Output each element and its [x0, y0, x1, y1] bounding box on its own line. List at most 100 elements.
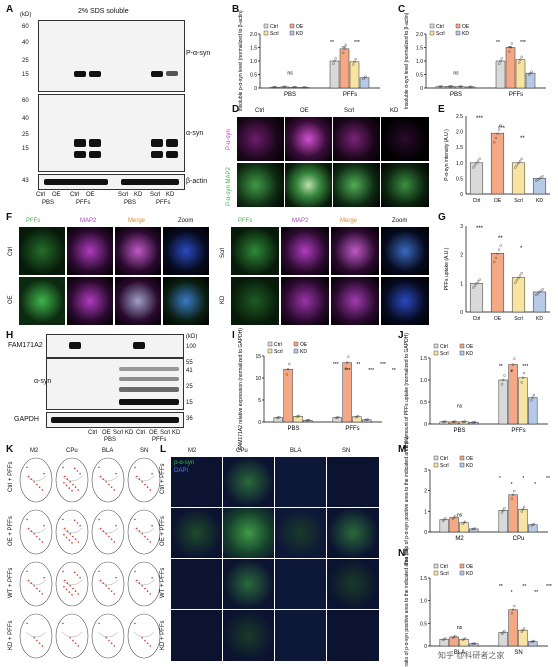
- c-bar: [525, 72, 536, 89]
- n-ns: ns: [457, 625, 463, 631]
- b-point: [272, 86, 275, 89]
- m-ns: ns: [457, 513, 463, 519]
- g-bar: [532, 291, 547, 313]
- g-sig: *: [520, 246, 523, 252]
- j-point: [444, 420, 447, 423]
- c-point: [439, 85, 442, 88]
- atlas-pathology-dot: [30, 530, 33, 532]
- atlas-pathology-dot: [74, 486, 77, 488]
- m-point: [532, 522, 536, 526]
- b-point: [282, 85, 285, 89]
- j-point: [522, 371, 526, 375]
- img-f-row-oe: OE: [8, 295, 14, 304]
- atlas-k-col-m2: M2: [30, 448, 39, 454]
- j-point: [520, 381, 523, 384]
- atlas-section: [55, 509, 89, 555]
- j-point: [510, 369, 514, 372]
- c-point: [498, 62, 501, 65]
- panel-label-f: F: [6, 212, 13, 223]
- j-point: [454, 420, 457, 423]
- atlas-pathology-dot: [108, 483, 110, 486]
- atlas-pathology-dot: [144, 639, 146, 642]
- i-legend-swatch: [293, 341, 299, 347]
- j-bar: [518, 377, 528, 425]
- atlas-section: [91, 613, 125, 659]
- atlas-pathology-dot: [65, 588, 68, 591]
- blot-h-lane-8: KD: [172, 430, 181, 436]
- b-xlabel: PFFs: [343, 92, 357, 98]
- j-point: [531, 396, 534, 399]
- c-point: [450, 85, 453, 88]
- atlas-pathology-dot: [105, 481, 107, 483]
- atlas-pathology-dot: [74, 642, 77, 644]
- i-point: [288, 362, 291, 366]
- atlas-pathology-dot: [110, 538, 113, 540]
- c-point: [438, 85, 441, 88]
- atlas-pathology-dot: [105, 585, 107, 587]
- chart-i: FAM171A2 relative expression (normalized…: [238, 328, 396, 450]
- atlas-pathology-dot: [134, 518, 136, 521]
- m-point: [522, 505, 526, 509]
- i-xlabel: PBS: [287, 426, 299, 432]
- atlas-pathology-dot: [149, 645, 152, 647]
- blot-a-title: 2% SDS soluble: [78, 8, 129, 15]
- blot-h-unit: (kD): [186, 334, 198, 340]
- atlas-contour: [25, 475, 47, 482]
- atlas-pathology-dot: [26, 466, 28, 469]
- atlas-pathology-dot: [73, 467, 76, 470]
- blot-a-lane-7: Scrl: [150, 192, 161, 198]
- m-sig: *: [499, 476, 501, 482]
- n-bar: [528, 641, 538, 647]
- n-bar: [449, 636, 459, 647]
- i-legend-swatch: [267, 348, 273, 354]
- e-bar: [532, 178, 547, 195]
- blot-a-lane-1: Ctrl: [36, 192, 46, 198]
- atlas-pathology-dot: [144, 587, 146, 590]
- e-ytick-label: 2.0: [456, 130, 463, 136]
- m-ytick-label: 1: [424, 509, 427, 515]
- g-point: [494, 256, 498, 260]
- atlas-section: [55, 613, 89, 659]
- i-ytick-label: 0: [258, 420, 261, 426]
- n-point: [462, 637, 466, 641]
- c-sig: **: [508, 46, 512, 52]
- atlas-pathology-dot: [71, 594, 73, 596]
- g-point: [518, 274, 522, 277]
- c-point: [530, 70, 533, 73]
- atlas-pathology-dot: [74, 590, 77, 592]
- atlas-pathology-dot: [36, 483, 38, 486]
- c-ytick-label: 2.0: [416, 32, 423, 38]
- atlas-pathology-dot: [38, 642, 41, 644]
- atlas-pathology-dot: [64, 475, 66, 478]
- j-ytick-label: 0.5: [420, 400, 427, 406]
- atlas-pathology-dot: [33, 481, 35, 483]
- img-l-grid: p-α-syn DAPI: [170, 456, 380, 662]
- g-point: [476, 280, 480, 283]
- img-f-col-zoom-r: Zoom: [392, 218, 408, 224]
- c-point: [500, 57, 503, 60]
- b-point: [293, 85, 296, 89]
- atlas-contour: [133, 527, 155, 534]
- j-point: [472, 421, 475, 424]
- i-point: [355, 415, 359, 418]
- i-point: [307, 418, 311, 422]
- c-point: [518, 61, 521, 64]
- n-bar: [439, 638, 449, 647]
- atlas-pathology-dot: [71, 490, 73, 492]
- atlas-contour: [61, 631, 83, 638]
- atlas-pathology-dot: [110, 642, 113, 644]
- atlas-pathology-dot: [102, 582, 105, 584]
- b-bar: [339, 48, 350, 89]
- j-sig: *: [511, 370, 513, 376]
- n-bar: [508, 609, 518, 647]
- atlas-pathology-dot: [113, 489, 116, 491]
- n-point: [532, 639, 536, 643]
- atlas-pathology-dot: [134, 622, 136, 625]
- i-point: [356, 414, 360, 418]
- img-l-stain-psyn: p-α-syn: [174, 460, 195, 466]
- atlas-pathology-dot: [102, 478, 105, 480]
- j-point: [452, 420, 456, 424]
- blot-a-lane-4: OE: [86, 192, 95, 198]
- atlas-pathology-dot: [62, 466, 64, 469]
- e-point: [538, 177, 541, 180]
